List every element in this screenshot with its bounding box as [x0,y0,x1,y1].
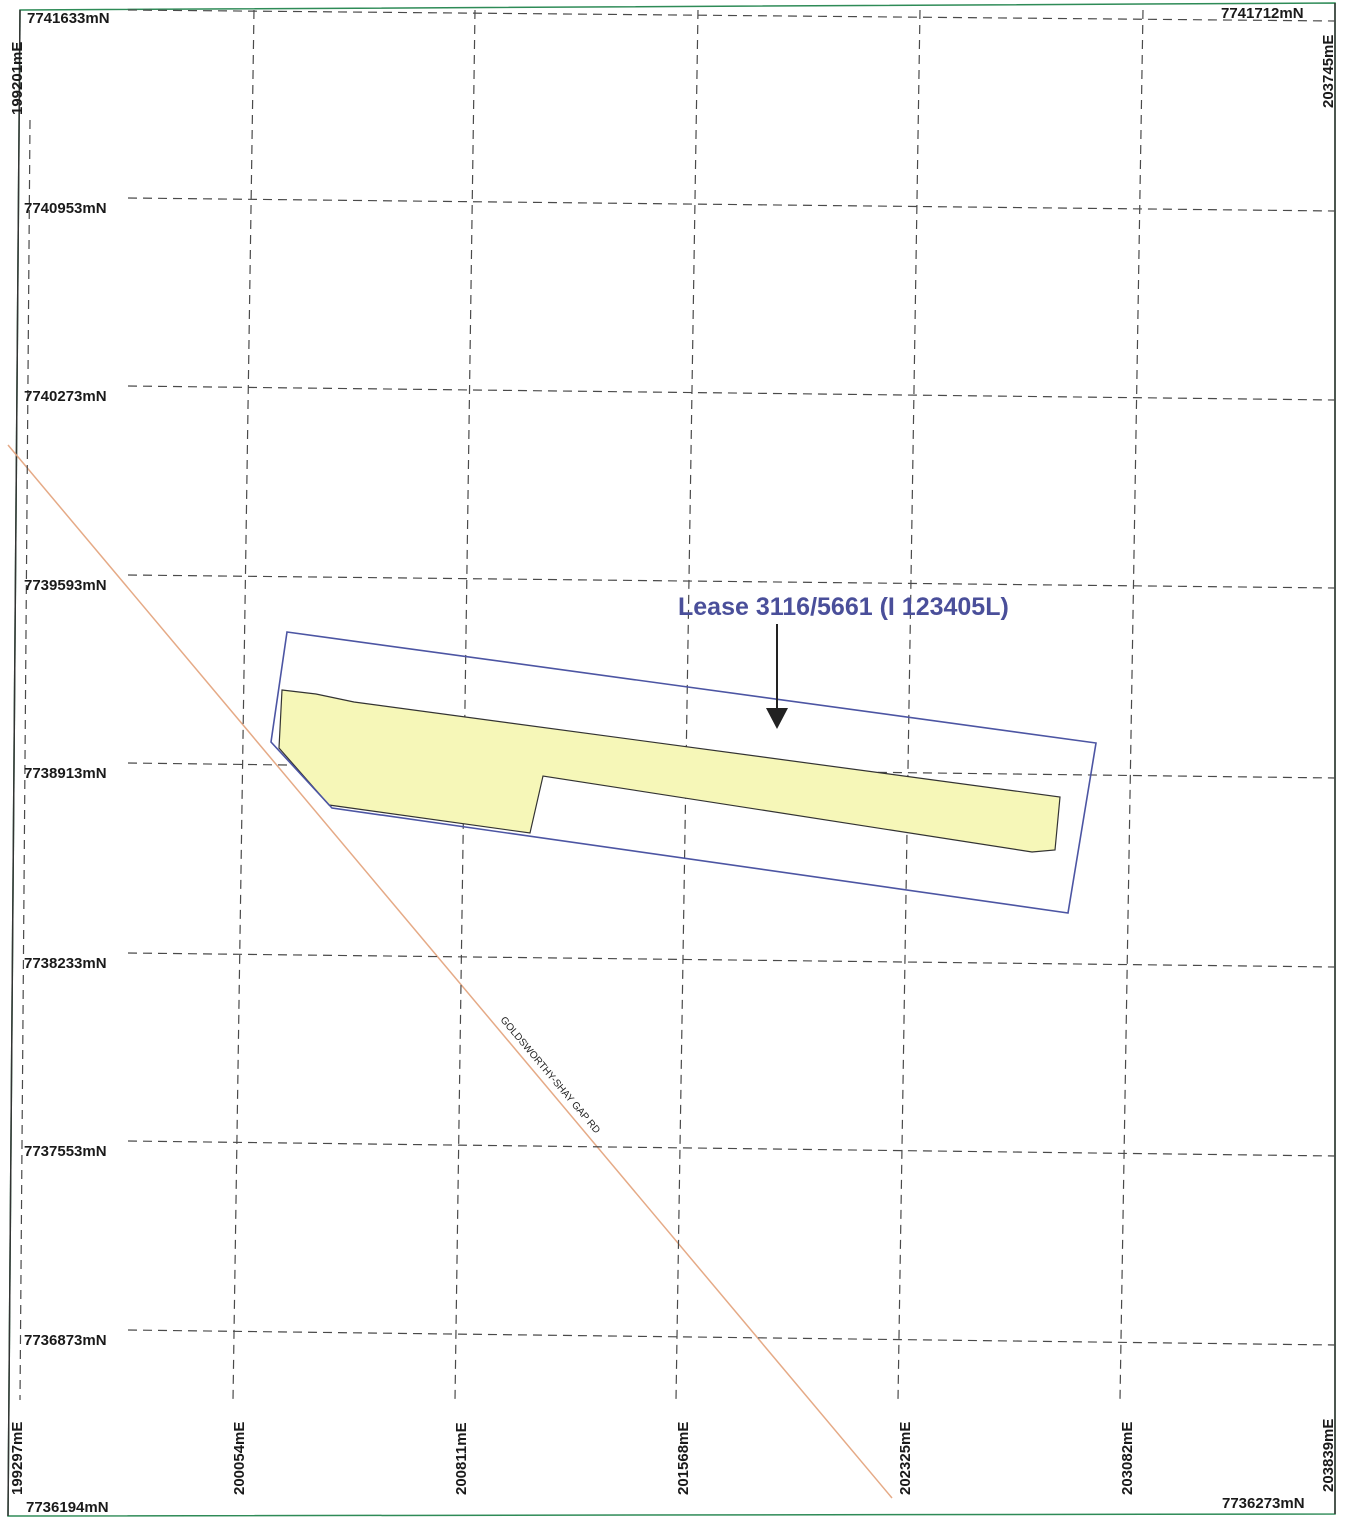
northing-label-top-left: 7741633mN [27,10,110,27]
easting-gridline [897,9,921,1401]
easting-gridlines [19,9,1144,1401]
northing-label: 7740273mN [24,388,107,405]
northing-gridline [127,9,1336,22]
northing-label: 7740953mN [24,200,107,217]
northing-label-top-right: 7741712mN [1221,5,1304,22]
easting-label-bottom-right: 203839mE [1320,1419,1337,1492]
easting-gridline [675,9,699,1401]
easting-gridline [454,9,476,1401]
lease-area-fill [278,689,1061,853]
easting-label: 200054mE [231,1422,248,1495]
northing-gridlines [127,9,1336,1346]
northing-label: 7738233mN [24,955,107,972]
lease-pointer-arrowhead [766,708,788,729]
northing-label: 7736873mN [24,1332,107,1349]
easting-label-top-left: 199201mE [9,42,26,115]
road-line [7,444,893,1499]
northing-label: 7739593mN [24,577,107,594]
lease-label: Lease 3116/5661 (I 123405L) [678,593,1009,621]
easting-gridline [19,119,31,1401]
easting-label-top-right: 203745mE [1320,35,1337,108]
map-frame-left-edge [7,9,21,1517]
easting-gridline [232,9,255,1401]
northing-label: 7737553mN [24,1143,107,1160]
road-label: GOLDSWORTHY-SHAY GAP RD [498,1015,602,1136]
northing-gridline [127,574,1336,589]
lease-boundary [270,631,1097,914]
northing-label-bottom-right: 7736273mN [1222,1495,1305,1512]
northing-label-bottom-left: 7736194mN [26,1499,109,1516]
northing-gridline [127,1140,1336,1157]
northing-gridline [127,1329,1336,1346]
easting-label-bottom-left: 199297mE [9,1422,26,1495]
northing-gridline [127,952,1336,968]
easting-label: 202325mE [897,1422,914,1495]
northing-gridline [127,385,1336,401]
easting-gridline [1119,9,1144,1401]
northing-label: 7738913mN [24,765,107,782]
easting-label: 203082mE [1119,1422,1136,1495]
northing-gridline [127,197,1336,212]
easting-label: 200811mE [453,1422,470,1495]
easting-label: 201568mE [675,1422,692,1495]
